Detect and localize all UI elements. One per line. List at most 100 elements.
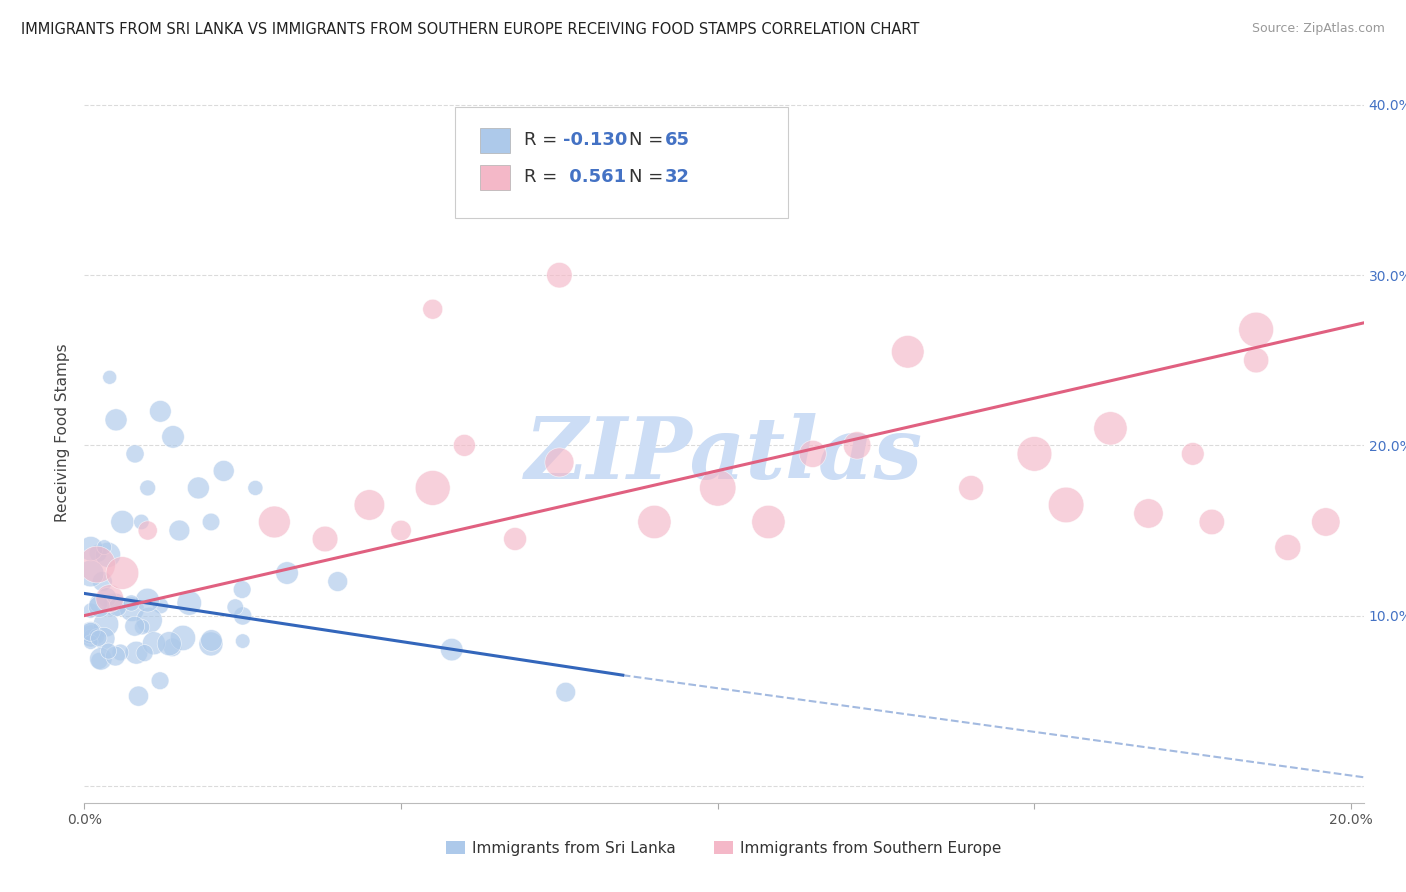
Point	[124, 619, 146, 633]
Text: Source: ZipAtlas.com: Source: ZipAtlas.com	[1251, 22, 1385, 36]
Point	[87, 597, 110, 611]
Point	[110, 645, 132, 659]
Point	[200, 633, 222, 648]
Point	[897, 344, 920, 359]
Text: R =: R =	[524, 131, 564, 149]
Point	[121, 602, 143, 616]
Point	[142, 636, 165, 650]
Point	[422, 302, 444, 317]
Point	[440, 642, 463, 657]
Point	[162, 430, 184, 444]
Point	[389, 524, 412, 538]
Point	[149, 404, 172, 418]
Text: N =: N =	[630, 169, 669, 186]
Point	[548, 268, 571, 283]
Point	[314, 532, 336, 546]
Point	[91, 574, 114, 589]
Point	[1054, 498, 1077, 512]
Point	[169, 524, 191, 538]
Point	[128, 689, 150, 703]
Point	[179, 596, 201, 610]
Point	[232, 634, 254, 648]
Point	[1181, 447, 1204, 461]
Point	[94, 617, 117, 632]
Point	[643, 515, 665, 529]
Point	[231, 582, 253, 597]
Point	[1244, 353, 1267, 368]
Point	[93, 540, 115, 554]
Point	[138, 613, 160, 627]
Point	[801, 447, 824, 461]
Point	[98, 370, 121, 384]
Point	[359, 498, 381, 512]
Point	[503, 175, 526, 189]
Text: IMMIGRANTS FROM SRI LANKA VS IMMIGRANTS FROM SOUTHERN EUROPE RECEIVING FOOD STAM: IMMIGRANTS FROM SRI LANKA VS IMMIGRANTS …	[21, 22, 920, 37]
Point	[87, 631, 110, 645]
Point	[276, 566, 298, 580]
Point	[111, 566, 134, 580]
Point	[846, 438, 869, 452]
Text: 65: 65	[665, 131, 690, 149]
Point	[245, 481, 267, 495]
Point	[89, 654, 111, 668]
Point	[162, 640, 184, 655]
Point	[187, 481, 209, 495]
Point	[97, 548, 120, 562]
Point	[1201, 515, 1223, 529]
Point	[105, 413, 128, 427]
Point	[104, 649, 127, 664]
Point	[80, 629, 103, 643]
Point	[503, 532, 526, 546]
Point	[134, 646, 156, 660]
Point	[97, 644, 120, 658]
FancyBboxPatch shape	[479, 128, 510, 153]
Point	[548, 455, 571, 469]
Point	[1024, 447, 1046, 461]
Point	[200, 637, 222, 651]
Point	[149, 599, 172, 613]
Point	[90, 652, 112, 666]
FancyBboxPatch shape	[479, 165, 510, 190]
Point	[124, 447, 146, 461]
Point	[326, 574, 349, 589]
Point	[1277, 541, 1299, 555]
Point	[98, 591, 121, 606]
Point	[263, 515, 285, 529]
Point	[120, 596, 142, 610]
Point	[960, 481, 983, 495]
Point	[131, 620, 153, 634]
Point	[80, 629, 103, 643]
Point	[96, 591, 118, 605]
Point	[224, 600, 246, 615]
Point	[104, 598, 127, 612]
Point	[80, 624, 103, 639]
Point	[131, 515, 153, 529]
Point	[80, 635, 103, 649]
Point	[111, 515, 134, 529]
Point	[80, 566, 103, 581]
Point	[80, 625, 103, 640]
Point	[136, 481, 159, 495]
Point	[758, 515, 780, 529]
Text: N =: N =	[630, 131, 669, 149]
Point	[232, 609, 254, 624]
Point	[172, 631, 194, 645]
Text: -0.130: -0.130	[562, 131, 627, 149]
Point	[80, 604, 103, 618]
Point	[93, 632, 115, 646]
Point	[86, 630, 108, 644]
Point	[200, 515, 222, 529]
Legend: Immigrants from Sri Lanka, Immigrants from Southern Europe: Immigrants from Sri Lanka, Immigrants fr…	[440, 835, 1008, 862]
Point	[212, 464, 235, 478]
Point	[80, 541, 103, 556]
FancyBboxPatch shape	[456, 107, 789, 218]
Point	[86, 558, 108, 572]
Point	[453, 438, 475, 452]
Point	[1315, 515, 1337, 529]
Point	[706, 481, 728, 495]
Point	[1137, 507, 1160, 521]
Point	[1244, 323, 1267, 337]
Text: 32: 32	[665, 169, 690, 186]
Point	[125, 646, 148, 660]
Point	[136, 593, 159, 607]
